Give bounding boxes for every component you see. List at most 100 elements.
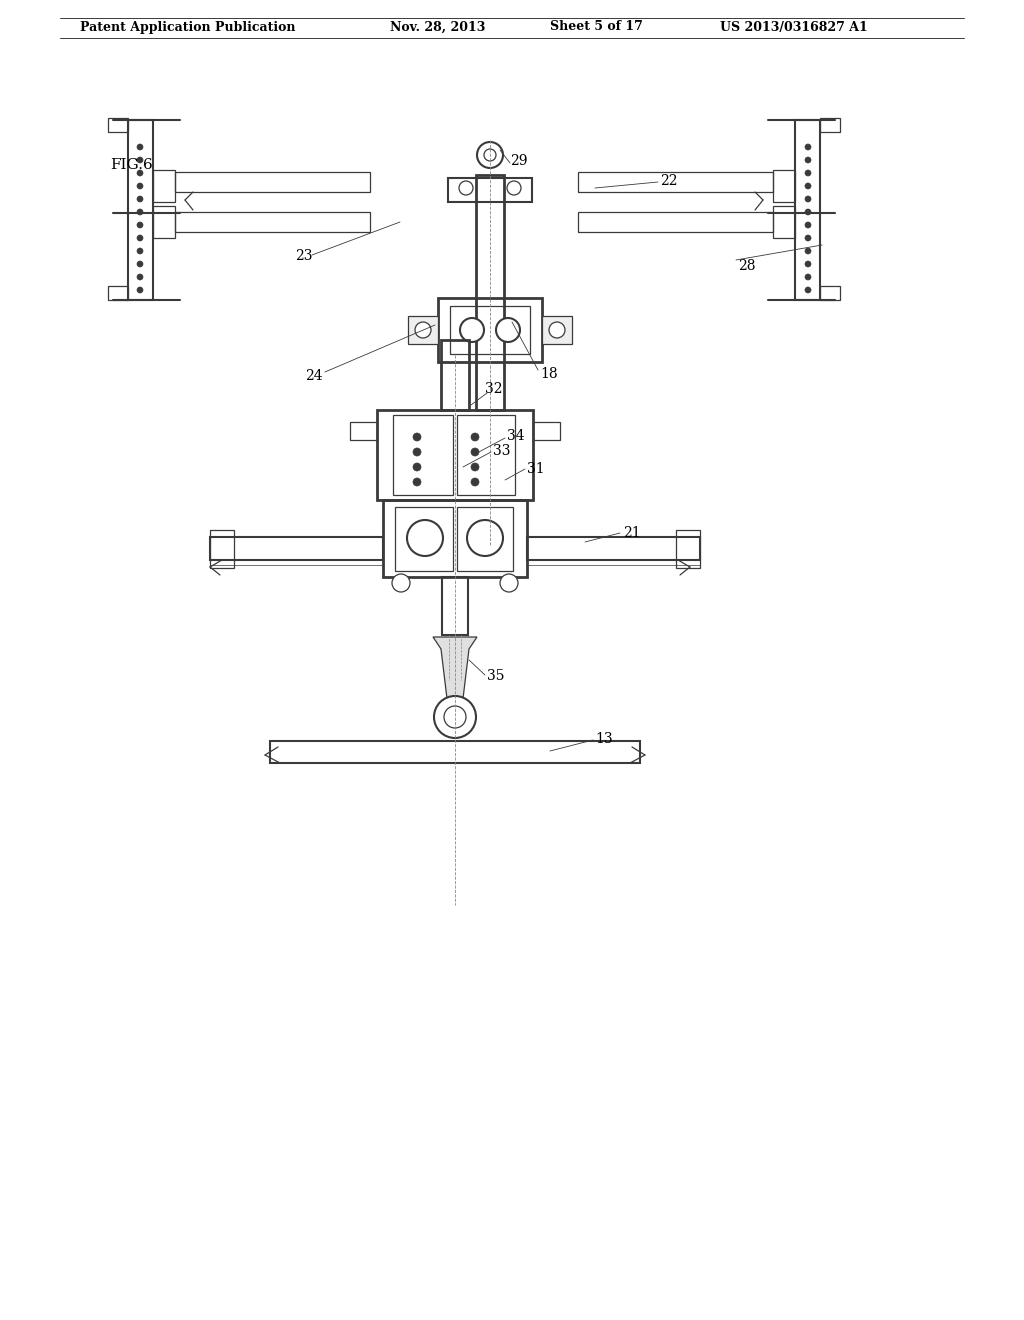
Bar: [442, 577, 468, 635]
Circle shape: [805, 209, 811, 215]
Circle shape: [415, 322, 431, 338]
Text: US 2013/0316827 A1: US 2013/0316827 A1: [720, 21, 867, 33]
Bar: [210, 537, 383, 560]
Bar: [527, 537, 700, 560]
Bar: [210, 560, 383, 565]
Circle shape: [500, 574, 518, 591]
Text: 23: 23: [295, 249, 312, 263]
Circle shape: [805, 222, 811, 228]
Bar: [457, 414, 515, 495]
Circle shape: [805, 144, 811, 150]
Bar: [153, 206, 175, 238]
Circle shape: [413, 447, 421, 455]
Circle shape: [507, 181, 521, 195]
Bar: [175, 172, 370, 191]
Circle shape: [484, 149, 496, 161]
Circle shape: [459, 181, 473, 195]
Bar: [449, 178, 532, 202]
Bar: [542, 315, 572, 345]
Bar: [408, 315, 438, 345]
Bar: [820, 117, 840, 132]
Bar: [578, 172, 773, 191]
Text: Patent Application Publication: Patent Application Publication: [80, 21, 296, 33]
Bar: [820, 286, 840, 300]
Bar: [527, 560, 700, 565]
Circle shape: [137, 248, 143, 253]
Bar: [438, 298, 542, 362]
Text: 13: 13: [595, 733, 612, 746]
Bar: [395, 507, 453, 572]
Text: 22: 22: [660, 174, 678, 187]
Circle shape: [805, 157, 811, 162]
Circle shape: [137, 157, 143, 162]
Bar: [795, 120, 820, 300]
Bar: [773, 170, 795, 202]
Circle shape: [805, 170, 811, 176]
Circle shape: [471, 478, 479, 486]
Circle shape: [496, 318, 520, 342]
Circle shape: [413, 433, 421, 441]
Circle shape: [413, 463, 421, 471]
Circle shape: [805, 235, 811, 242]
Circle shape: [407, 520, 443, 556]
Bar: [676, 531, 700, 568]
Bar: [393, 414, 453, 495]
Bar: [383, 500, 527, 577]
Text: 21: 21: [623, 525, 641, 540]
Bar: [441, 341, 469, 411]
Circle shape: [805, 261, 811, 267]
Circle shape: [471, 447, 479, 455]
Bar: [457, 507, 513, 572]
Text: 33: 33: [493, 444, 511, 458]
Bar: [476, 176, 504, 411]
Circle shape: [805, 248, 811, 253]
Circle shape: [137, 170, 143, 176]
Text: Sheet 5 of 17: Sheet 5 of 17: [550, 21, 643, 33]
Circle shape: [434, 696, 476, 738]
Circle shape: [444, 706, 466, 729]
Bar: [350, 422, 377, 440]
Circle shape: [137, 261, 143, 267]
Circle shape: [137, 286, 143, 293]
Text: 31: 31: [527, 462, 545, 477]
Text: 34: 34: [507, 429, 524, 444]
Bar: [534, 422, 560, 440]
Text: 32: 32: [485, 381, 503, 396]
Circle shape: [471, 463, 479, 471]
Bar: [108, 117, 128, 132]
Bar: [578, 213, 773, 232]
Text: 18: 18: [540, 367, 558, 381]
Bar: [175, 213, 370, 232]
Circle shape: [137, 144, 143, 150]
Bar: [108, 286, 128, 300]
Circle shape: [137, 209, 143, 215]
Text: 28: 28: [738, 259, 756, 273]
Circle shape: [137, 235, 143, 242]
Text: FIG.6: FIG.6: [110, 158, 153, 172]
Circle shape: [137, 222, 143, 228]
Circle shape: [805, 286, 811, 293]
Text: 29: 29: [510, 154, 527, 168]
Circle shape: [549, 322, 565, 338]
Bar: [773, 206, 795, 238]
Circle shape: [471, 433, 479, 441]
Bar: [153, 170, 175, 202]
Bar: [128, 120, 153, 300]
Text: 35: 35: [487, 669, 505, 682]
Bar: [270, 741, 640, 763]
Text: Nov. 28, 2013: Nov. 28, 2013: [390, 21, 485, 33]
Circle shape: [460, 318, 484, 342]
Circle shape: [413, 478, 421, 486]
Bar: [210, 531, 234, 568]
Circle shape: [392, 574, 410, 591]
Bar: [450, 306, 530, 354]
Circle shape: [137, 275, 143, 280]
Circle shape: [805, 183, 811, 189]
Bar: [377, 411, 534, 500]
Circle shape: [805, 195, 811, 202]
Text: 24: 24: [305, 370, 323, 383]
Circle shape: [467, 520, 503, 556]
Circle shape: [805, 275, 811, 280]
Circle shape: [137, 195, 143, 202]
Polygon shape: [433, 638, 477, 708]
